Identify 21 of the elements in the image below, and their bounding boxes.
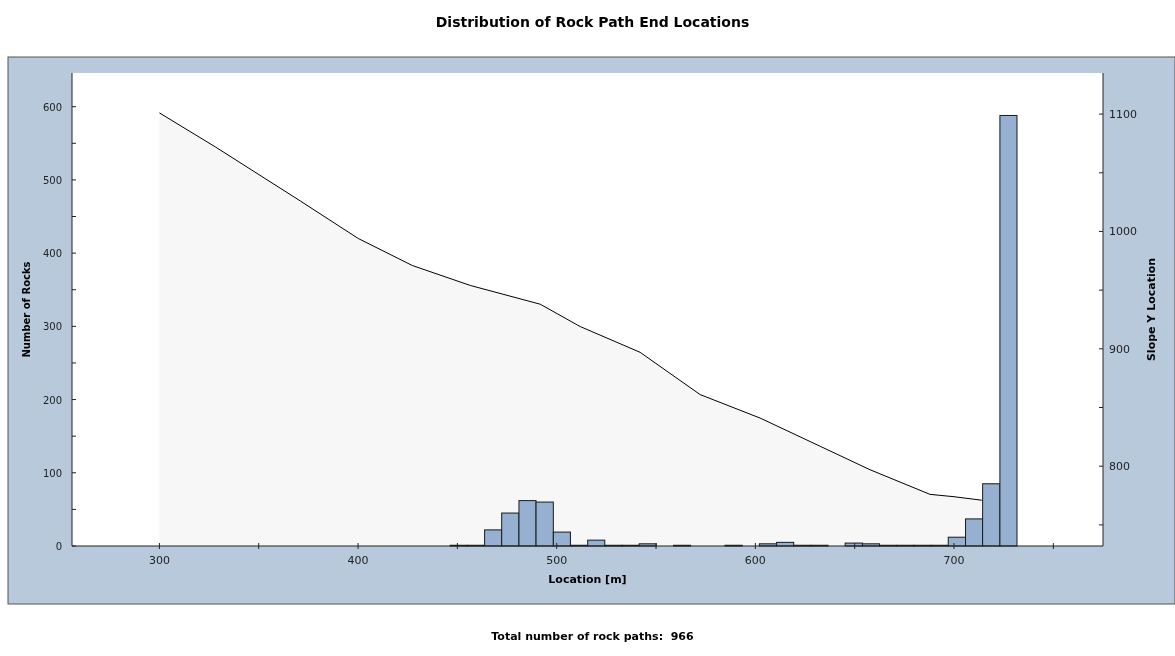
x-tick-label: 300 [148,554,170,567]
y-tick-label: 0 [55,541,62,552]
y2-tick-label: 800 [1109,460,1130,474]
y2-tick-label: 1000 [1109,225,1137,239]
y-tick-label: 200 [42,394,62,406]
y-tick-label: 100 [42,467,62,479]
y2-tick-label: 900 [1109,342,1130,356]
y-tick-label: 400 [42,248,62,260]
y2-axis-title: Slope Y Location [1145,257,1158,362]
y-tick-label: 300 [42,321,62,333]
x-tick-label: 700 [943,554,965,567]
y2-tick-label: 1100 [1109,108,1137,122]
y-tick-label: 600 [42,101,62,113]
x-tick-label: 600 [744,554,766,567]
x-axis-title: Location [m] [548,573,627,586]
y-tick-label: 500 [42,174,62,186]
x-tick-label: 400 [347,554,369,567]
text: Total number of rock paths: 966 [491,630,695,643]
y-axis-title: Number of Rocks [21,261,32,358]
x-tick-label: 500 [546,554,568,567]
chart-title: Distribution of Rock Path End Locations [435,14,750,30]
